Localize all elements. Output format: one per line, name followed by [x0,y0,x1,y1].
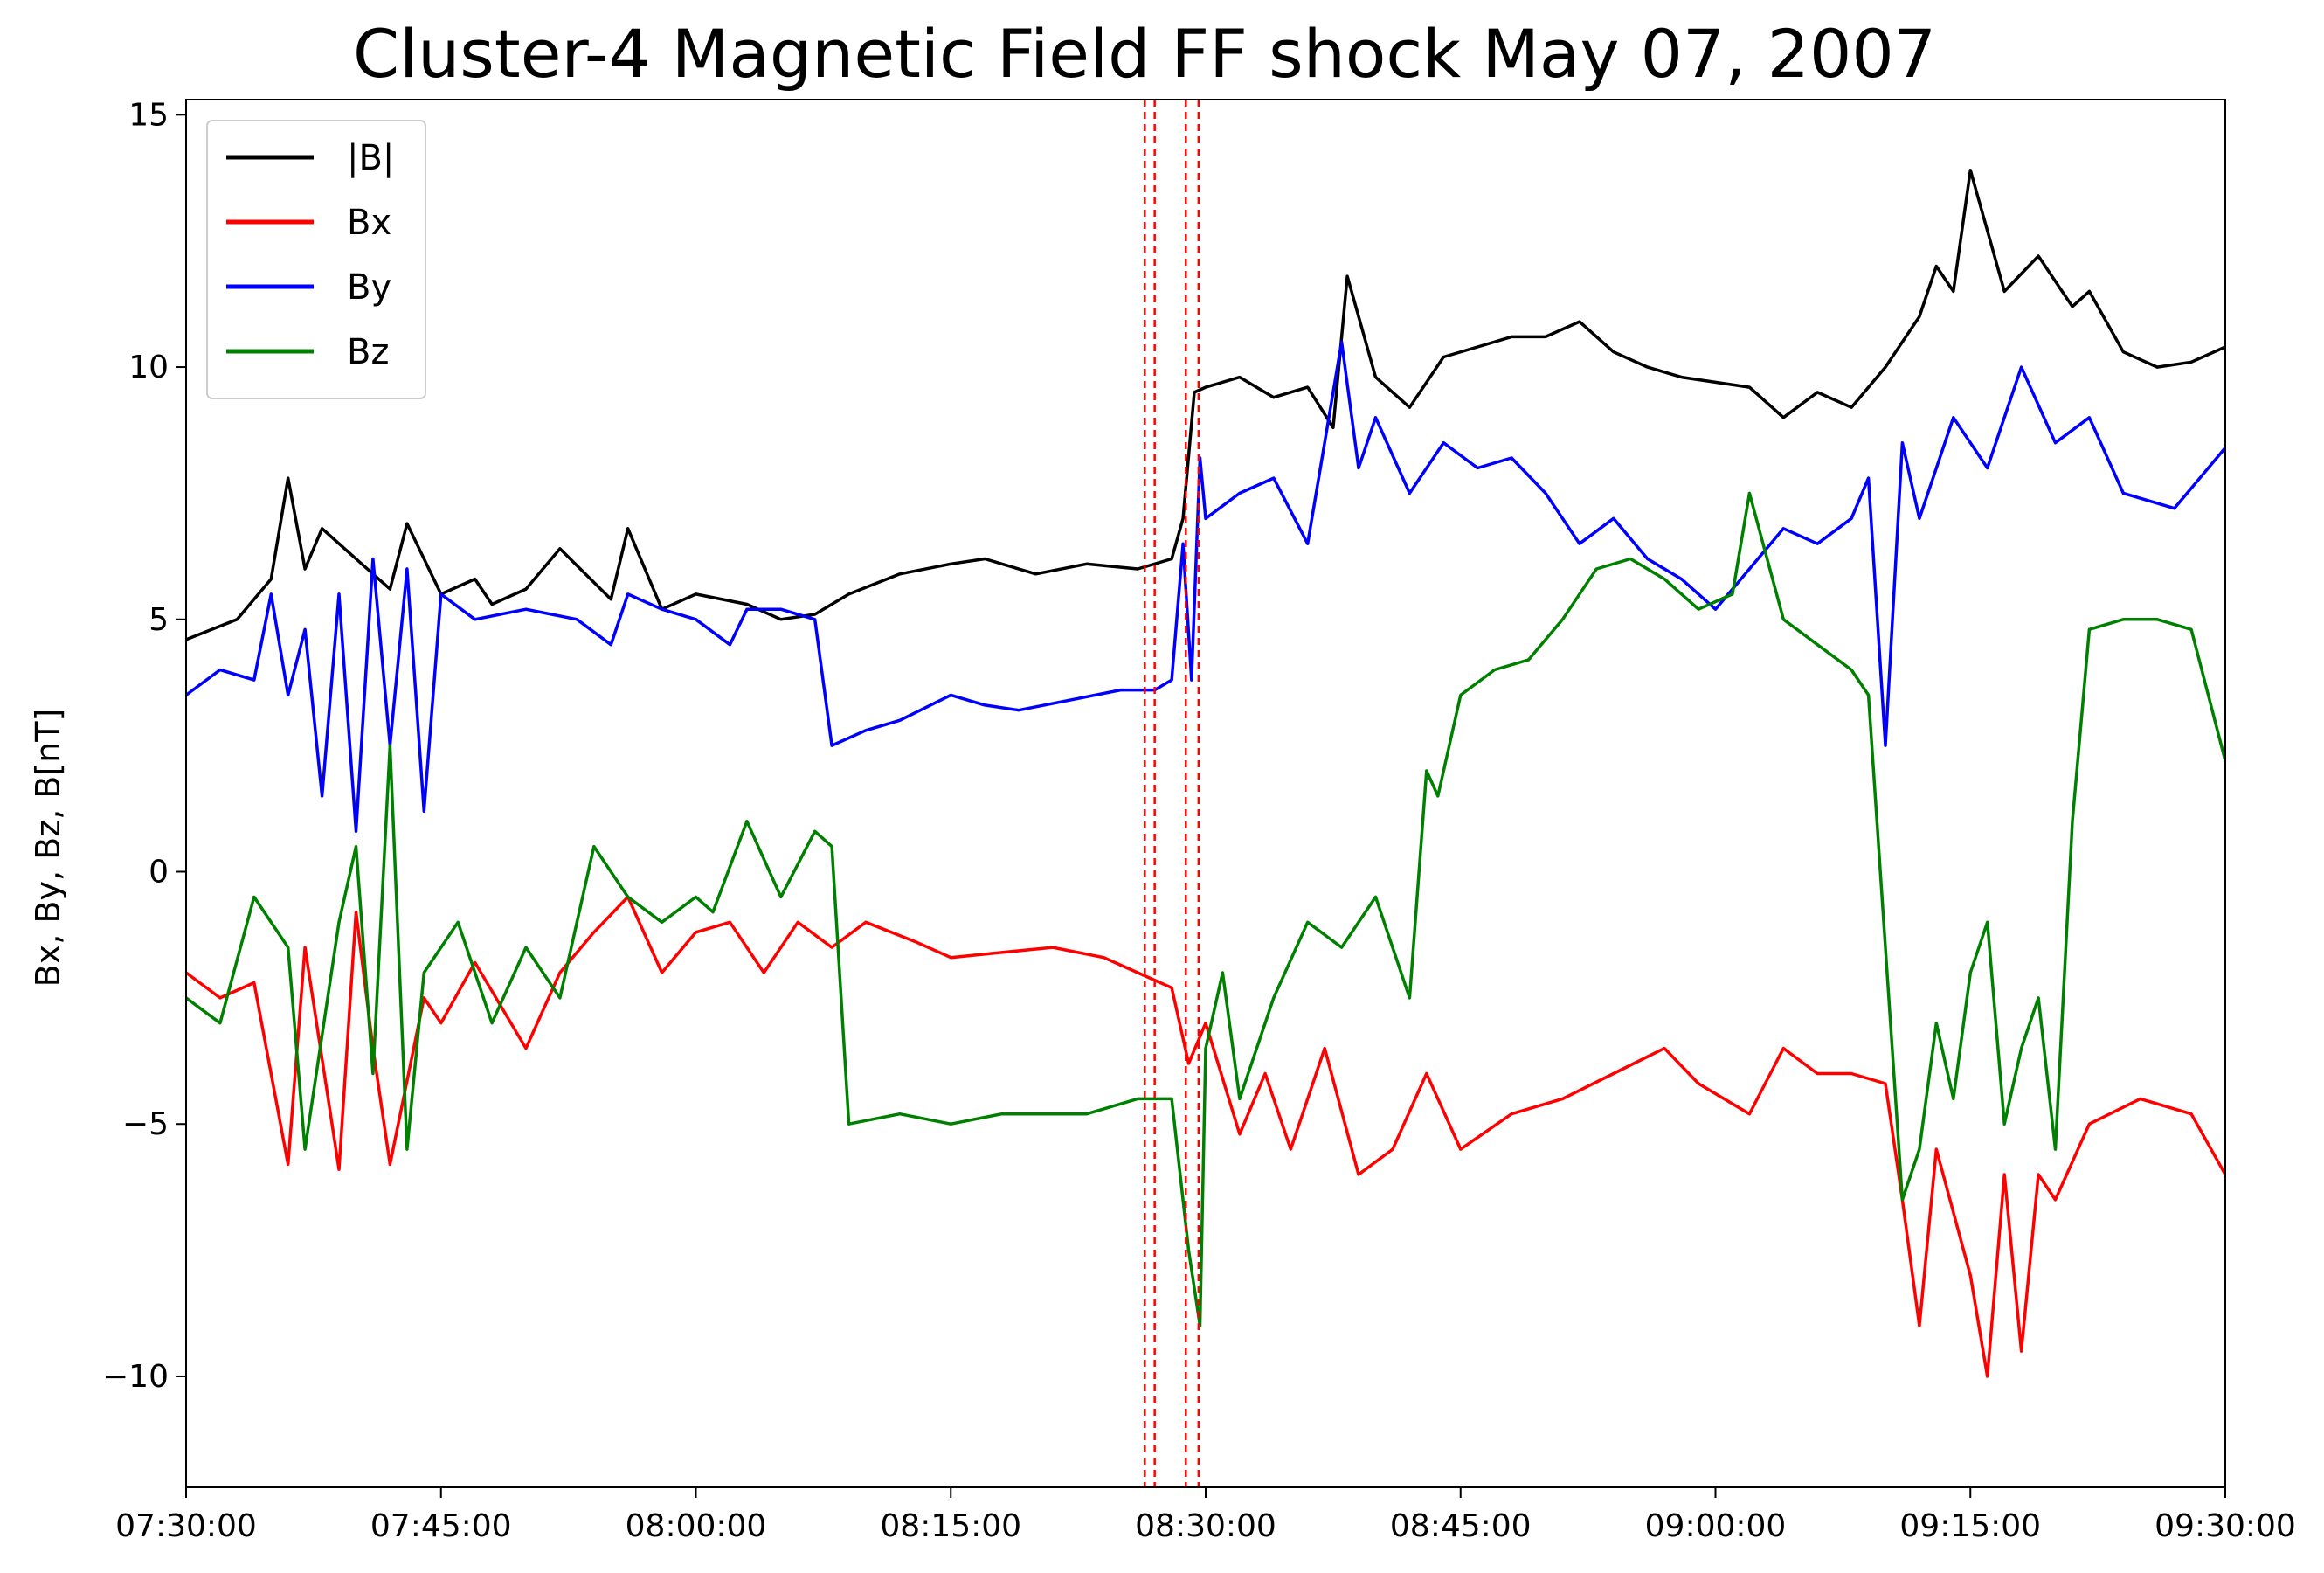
x-tick-label: 08:45:00 [1390,1508,1532,1544]
x-axis: 07:30:00 07:45:00 08:00:00 08:15:00 08:30:00… [115,1487,2296,1544]
legend-label: Bx [347,203,391,243]
y-axis-label: Bx, By, Bz, B[nT] [29,709,67,987]
legend-label: |B| [347,138,394,178]
series-line-0 [186,169,2225,641]
x-tick-label: 07:45:00 [370,1508,512,1544]
series-line-3 [186,491,2225,1327]
x-tick-label: 09:30:00 [2155,1508,2296,1544]
x-tick-label: 08:30:00 [1135,1508,1276,1544]
y-tick-label: −10 [102,1359,169,1395]
x-tick-label: 09:15:00 [1899,1508,2041,1544]
legend-label: By [347,267,391,308]
legend: |B| Bx By Bz [206,120,426,399]
y-tick-label: 15 [128,97,169,133]
y-tick-label: 5 [149,602,169,638]
y-axis: 15 10 5 0 −5 −10 [102,97,186,1395]
x-tick-label: 09:00:00 [1645,1508,1787,1544]
x-tick-label: 08:15:00 [880,1508,1021,1544]
shock-marker-lines [1144,100,1200,1487]
series-line-1 [186,895,2225,1378]
y-tick-label: 0 [149,855,169,890]
x-tick-label: 08:00:00 [626,1508,767,1544]
x-tick-label: 07:30:00 [115,1508,257,1544]
y-tick-label: 10 [128,350,169,385]
plot-area [186,169,2225,1378]
legend-label: Bz [347,332,389,372]
y-tick-label: −5 [122,1106,169,1142]
legend-box [206,120,426,399]
chart-title: Cluster-4 Magnetic Field FF shock May 07… [353,15,1936,93]
series-line-2 [186,340,2225,834]
